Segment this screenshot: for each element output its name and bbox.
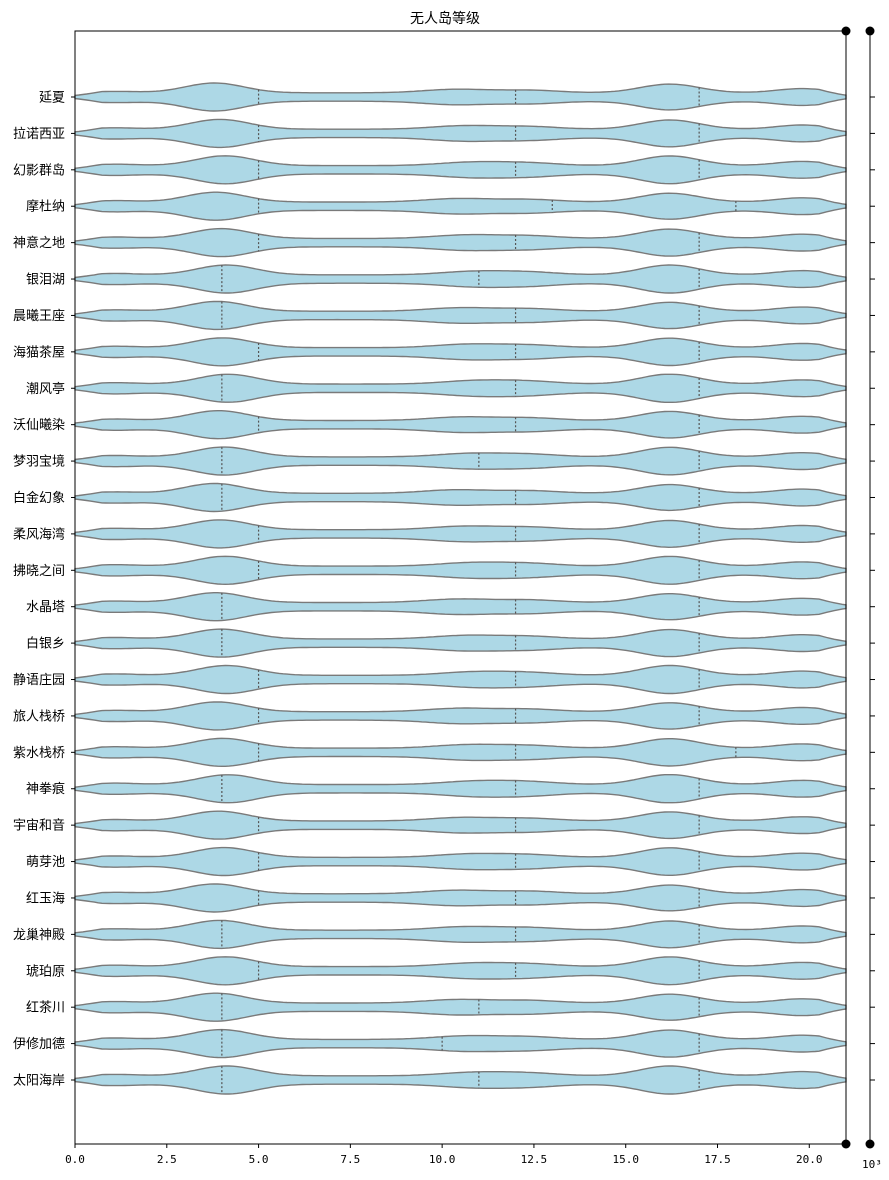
- axis-end-marker-top-right: [865, 26, 875, 36]
- x-tick-label-7: 17.5: [704, 1153, 731, 1166]
- violin-19: [74, 774, 847, 804]
- category-label-14: 水晶塔: [26, 600, 65, 615]
- category-label-1: 拉诺西亚: [13, 127, 65, 142]
- violin-9: [74, 410, 847, 440]
- violin-7: [74, 337, 847, 367]
- violin-26: [74, 1028, 847, 1059]
- violin-12: [74, 519, 847, 549]
- x-tick-label-5: 12.5: [521, 1153, 548, 1166]
- axis-end-marker-top-left: [841, 26, 851, 36]
- violin-11: [74, 482, 847, 513]
- x-tick-label-1: 2.5: [157, 1153, 177, 1166]
- violin-10: [74, 446, 847, 476]
- category-label-19: 神拳痕: [26, 781, 65, 797]
- category-label-26: 伊修加德: [13, 1037, 65, 1052]
- violin-17: [74, 701, 847, 731]
- quartile-lines: [221, 87, 737, 1094]
- violin-16: [74, 664, 847, 695]
- category-label-6: 晨曦王座: [13, 308, 65, 324]
- violin-1: [74, 118, 847, 149]
- category-label-0: 延夏: [39, 91, 65, 106]
- violin-4: [74, 227, 847, 258]
- x-axis-ticks: 0.0 2.5 5.0 7.5 10.0 12.5 15.0 17.5 20.0: [65, 1144, 823, 1166]
- violin-15: [74, 628, 847, 658]
- violin-6: [74, 300, 847, 331]
- x-tick-label-4: 10.0: [429, 1153, 456, 1166]
- x-tick-label-3: 7.5: [340, 1153, 360, 1166]
- category-label-21: 萌芽池: [26, 855, 65, 870]
- violin-8: [74, 373, 847, 403]
- category-label-18: 紫水栈桥: [13, 746, 65, 761]
- violin-23: [74, 919, 847, 950]
- category-label-15: 白银乡: [26, 636, 65, 652]
- violin-22: [74, 883, 847, 913]
- category-label-13: 拂晓之间: [13, 564, 65, 579]
- category-label-4: 神意之地: [13, 235, 65, 251]
- violin-5: [74, 264, 847, 294]
- violin-13: [74, 555, 847, 586]
- category-label-7: 海猫茶屋: [13, 344, 65, 360]
- category-label-3: 摩杜纳: [26, 199, 65, 215]
- violin-2: [74, 155, 847, 185]
- x-tick-label-0: 0.0: [65, 1153, 85, 1166]
- category-label-11: 白金幻象: [13, 490, 65, 506]
- violin-14: [74, 592, 847, 622]
- x-tick-label-2: 5.0: [249, 1153, 269, 1166]
- category-label-5: 银泪湖: [26, 273, 65, 288]
- violin-3: [74, 191, 847, 221]
- x-tick-label-8: 20.0: [796, 1153, 823, 1166]
- axis-end-marker-bottom-right: [865, 1139, 875, 1149]
- category-label-9: 沃仙曦染: [13, 417, 65, 433]
- category-label-25: 红茶川: [26, 1000, 65, 1016]
- category-label-16: 静语庄园: [13, 672, 65, 688]
- violin-21: [74, 846, 847, 877]
- violin-group: [74, 82, 847, 1095]
- category-label-10: 梦羽宝境: [13, 455, 65, 470]
- x-tick-label-6: 15.0: [612, 1153, 639, 1166]
- plot-frame: [74, 30, 847, 1145]
- violin-27: [74, 1065, 847, 1095]
- category-label-22: 红玉海: [26, 890, 65, 906]
- category-label-20: 宇宙和音: [13, 818, 65, 834]
- category-label-27: 太阳海岸: [13, 1074, 65, 1089]
- chart-title: 无人岛等级: [410, 10, 480, 27]
- axes: 10³: [74, 26, 882, 1171]
- y-axis-ticks: 延夏拉诺西亚幻影群岛摩杜纳神意之地银泪湖晨曦王座海猫茶屋潮风亭沃仙曦染梦羽宝境白…: [13, 91, 875, 1089]
- violin-20: [74, 810, 847, 840]
- axis-end-marker-bottom-left: [841, 1139, 851, 1149]
- violin-25: [74, 992, 847, 1022]
- violin-0: [74, 82, 847, 112]
- category-label-12: 柔风海湾: [13, 526, 65, 542]
- category-label-24: 琥珀原: [26, 964, 65, 979]
- violin-24: [74, 956, 847, 986]
- category-label-8: 潮风亭: [26, 381, 65, 397]
- category-label-23: 龙巢神殿: [13, 928, 65, 943]
- violin-18: [74, 737, 847, 767]
- category-label-2: 幻影群岛: [13, 162, 65, 178]
- secondary-axis-label: 10³: [862, 1158, 882, 1171]
- category-label-17: 旅人栈桥: [13, 709, 65, 724]
